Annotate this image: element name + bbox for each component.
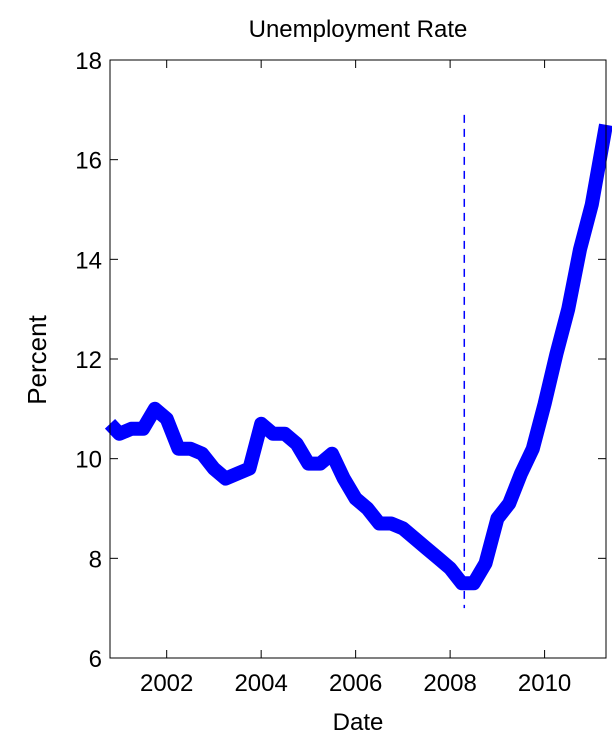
plot-frame <box>109 59 607 659</box>
y-axis-ticks: 6 8 10 12 14 16 18 <box>75 48 606 673</box>
x-tick-label: 2010 <box>518 670 571 697</box>
y-tick-label: 12 <box>75 347 102 374</box>
y-tick-label: 18 <box>75 48 102 75</box>
x-axis-ticks: 2002 2004 2006 2008 2010 <box>140 60 571 697</box>
chart-title: Unemployment Rate <box>249 16 468 43</box>
y-tick-label: 14 <box>75 247 102 274</box>
x-tick-label: 2008 <box>423 670 476 697</box>
x-tick-label: 2004 <box>234 670 287 697</box>
y-tick-label: 16 <box>75 148 102 175</box>
y-tick-label: 10 <box>75 447 102 474</box>
x-axis-label: Date <box>333 709 384 736</box>
x-tick-label: 2006 <box>329 670 382 697</box>
series-line <box>104 123 612 591</box>
x-tick-label: 2002 <box>140 670 193 697</box>
y-tick-label: 6 <box>89 646 102 673</box>
y-axis-label: Percent <box>22 314 52 404</box>
y-tick-label: 8 <box>89 546 102 573</box>
